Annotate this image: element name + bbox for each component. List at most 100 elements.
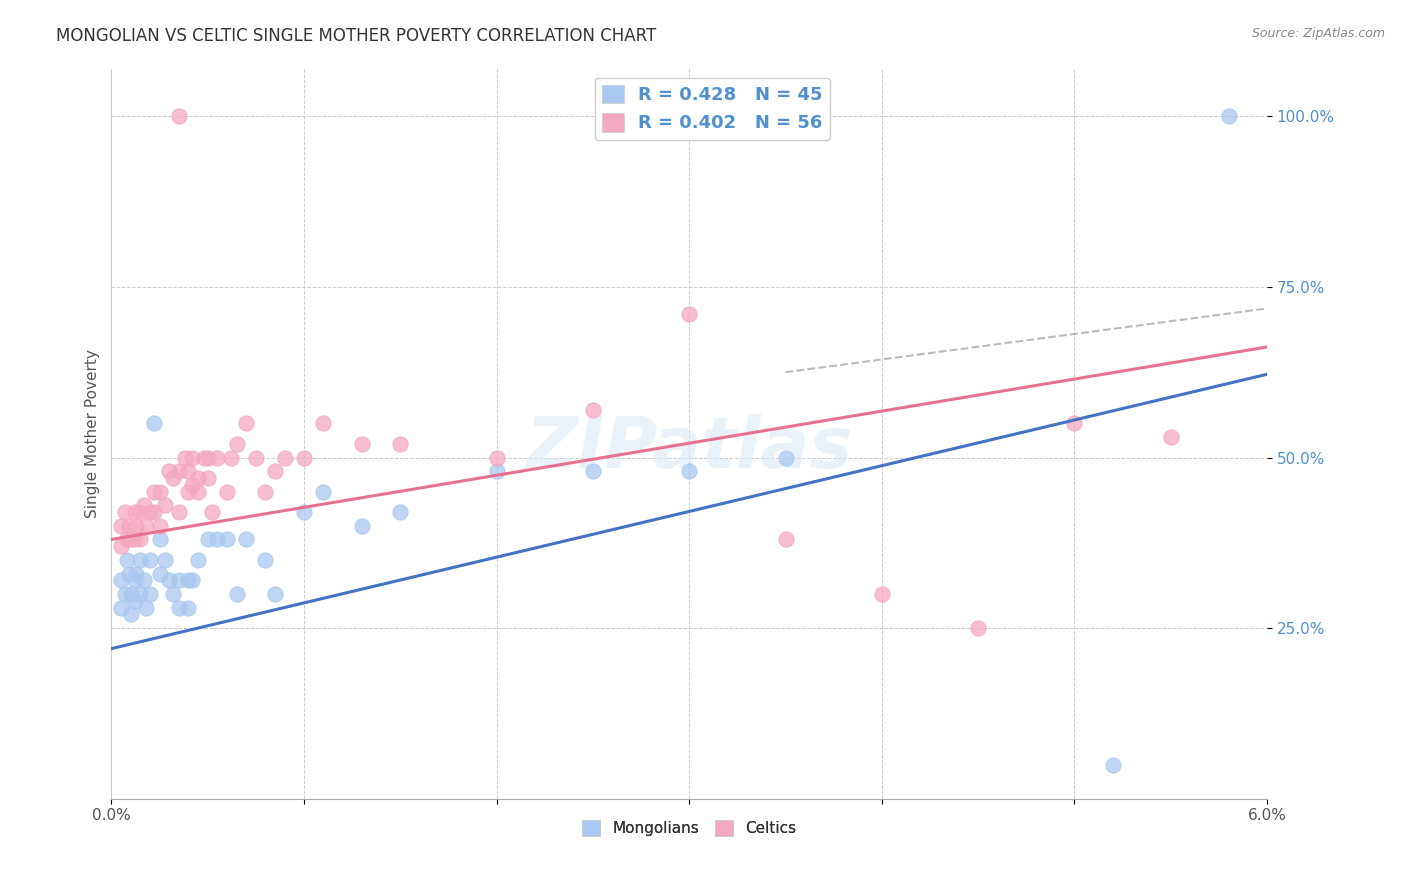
Point	[1160, 430, 1182, 444]
Point	[167, 505, 190, 519]
Point	[167, 574, 190, 588]
Point	[225, 437, 247, 451]
Point	[148, 518, 170, 533]
Legend: Mongolians, Celtics: Mongolians, Celtics	[576, 814, 803, 842]
Point	[139, 553, 162, 567]
Point	[235, 417, 257, 431]
Point	[139, 505, 162, 519]
Point	[118, 518, 141, 533]
Point	[181, 574, 204, 588]
Point	[274, 450, 297, 465]
Point	[120, 587, 142, 601]
Point	[115, 533, 138, 547]
Point	[254, 553, 277, 567]
Point	[207, 450, 229, 465]
Point	[162, 471, 184, 485]
Point	[187, 471, 209, 485]
Point	[389, 437, 412, 451]
Point	[148, 533, 170, 547]
Point	[177, 464, 200, 478]
Point	[181, 478, 204, 492]
Point	[292, 450, 315, 465]
Point	[142, 484, 165, 499]
Point	[157, 574, 180, 588]
Point	[215, 533, 238, 547]
Point	[129, 553, 152, 567]
Point	[207, 533, 229, 547]
Point	[1218, 109, 1240, 123]
Point	[142, 417, 165, 431]
Point	[177, 600, 200, 615]
Point	[775, 450, 797, 465]
Point	[125, 518, 148, 533]
Point	[148, 566, 170, 581]
Point	[582, 464, 605, 478]
Point	[155, 498, 177, 512]
Point	[124, 574, 146, 588]
Point	[114, 505, 136, 519]
Point	[167, 109, 190, 123]
Point	[167, 464, 190, 478]
Point	[225, 587, 247, 601]
Point	[181, 450, 204, 465]
Point	[254, 484, 277, 499]
Point	[350, 518, 373, 533]
Point	[264, 464, 287, 478]
Point	[187, 553, 209, 567]
Point	[219, 450, 242, 465]
Point	[173, 450, 195, 465]
Point	[148, 484, 170, 499]
Point	[142, 505, 165, 519]
Point	[114, 587, 136, 601]
Point	[129, 587, 152, 601]
Point	[110, 518, 132, 533]
Point	[678, 464, 700, 478]
Point	[870, 587, 893, 601]
Point	[134, 498, 156, 512]
Point	[197, 533, 219, 547]
Text: ZIPatlas: ZIPatlas	[526, 414, 853, 483]
Point	[485, 450, 508, 465]
Point	[124, 533, 146, 547]
Point	[264, 587, 287, 601]
Point	[1102, 757, 1125, 772]
Point	[124, 594, 146, 608]
Point	[235, 533, 257, 547]
Point	[197, 450, 219, 465]
Text: MONGOLIAN VS CELTIC SINGLE MOTHER POVERTY CORRELATION CHART: MONGOLIAN VS CELTIC SINGLE MOTHER POVERT…	[56, 27, 657, 45]
Point	[582, 402, 605, 417]
Point	[155, 553, 177, 567]
Y-axis label: Single Mother Poverty: Single Mother Poverty	[86, 349, 100, 518]
Point	[187, 484, 209, 499]
Point	[135, 600, 157, 615]
Point	[678, 307, 700, 321]
Point	[129, 505, 152, 519]
Point	[110, 574, 132, 588]
Point	[129, 533, 152, 547]
Point	[115, 553, 138, 567]
Point	[167, 600, 190, 615]
Point	[775, 533, 797, 547]
Point	[200, 505, 222, 519]
Point	[120, 607, 142, 622]
Point	[312, 484, 335, 499]
Point	[139, 587, 162, 601]
Point	[162, 587, 184, 601]
Point	[177, 574, 200, 588]
Point	[134, 574, 156, 588]
Point	[193, 450, 215, 465]
Point	[197, 471, 219, 485]
Point	[125, 566, 148, 581]
Point	[389, 505, 412, 519]
Point	[245, 450, 267, 465]
Point	[124, 505, 146, 519]
Point	[120, 533, 142, 547]
Point	[485, 464, 508, 478]
Point	[118, 566, 141, 581]
Point	[110, 539, 132, 553]
Point	[967, 621, 990, 635]
Text: Source: ZipAtlas.com: Source: ZipAtlas.com	[1251, 27, 1385, 40]
Point	[1063, 417, 1085, 431]
Point	[157, 464, 180, 478]
Point	[292, 505, 315, 519]
